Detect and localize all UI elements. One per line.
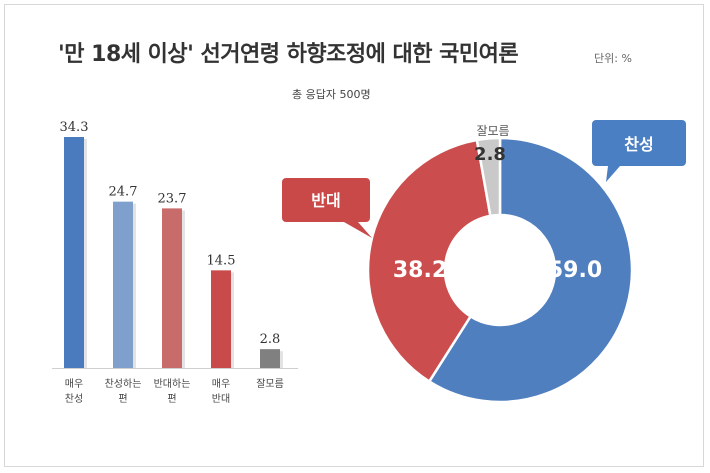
bar-category-label: 찬성하는	[105, 377, 142, 390]
bar-value-label: 34.3	[60, 120, 89, 135]
callout-agree-bubble	[592, 120, 686, 182]
bar-category-label: 매우	[212, 378, 230, 390]
donut-value-label: 2.8	[474, 144, 506, 165]
bar-category-label: 매우	[65, 378, 83, 390]
bar-5	[260, 349, 280, 368]
bar-shadow	[182, 210, 185, 368]
callout-disagree-label: 반대	[311, 191, 340, 210]
donut-slice-2	[366, 138, 492, 384]
bar-shadow	[84, 139, 87, 368]
bar-category-label: 편	[118, 393, 127, 405]
callout-agree-label: 찬성	[624, 135, 653, 154]
bar-shadow	[280, 351, 283, 368]
callout-disagree-bubble	[282, 178, 372, 238]
bar-value-label: 14.5	[207, 253, 236, 268]
callout-dontknow-label: 잘모름	[476, 124, 509, 138]
bar-4	[211, 270, 231, 368]
donut-value-label: 38.2	[393, 258, 447, 283]
bar-1	[64, 137, 84, 368]
chart-subtitle: 총 응답자 500명	[292, 88, 371, 101]
bar-shadow	[231, 272, 234, 368]
bar-category-label: 잘모름	[256, 378, 284, 390]
chart-title: '만 18세 이상' 선거연령 하향조정에 대한 국민여론	[58, 42, 519, 67]
bar-value-label: 24.7	[109, 185, 138, 200]
bar-value-label: 23.7	[158, 191, 187, 206]
bar-3	[162, 208, 182, 368]
donut-slice-1	[427, 136, 634, 404]
bar-category-label: 찬성	[65, 393, 83, 405]
bar-category-label: 반대	[212, 393, 230, 405]
donut-value-label: 59.0	[548, 258, 602, 283]
bar-category-label: 반대하는	[154, 377, 191, 390]
bar-category-label: 편	[167, 393, 176, 405]
bar-2	[113, 201, 133, 368]
bar-value-label: 2.8	[260, 332, 281, 347]
donut-slice-3	[475, 136, 502, 218]
unit-label: 단위: %	[594, 52, 632, 65]
bar-shadow	[133, 203, 136, 368]
